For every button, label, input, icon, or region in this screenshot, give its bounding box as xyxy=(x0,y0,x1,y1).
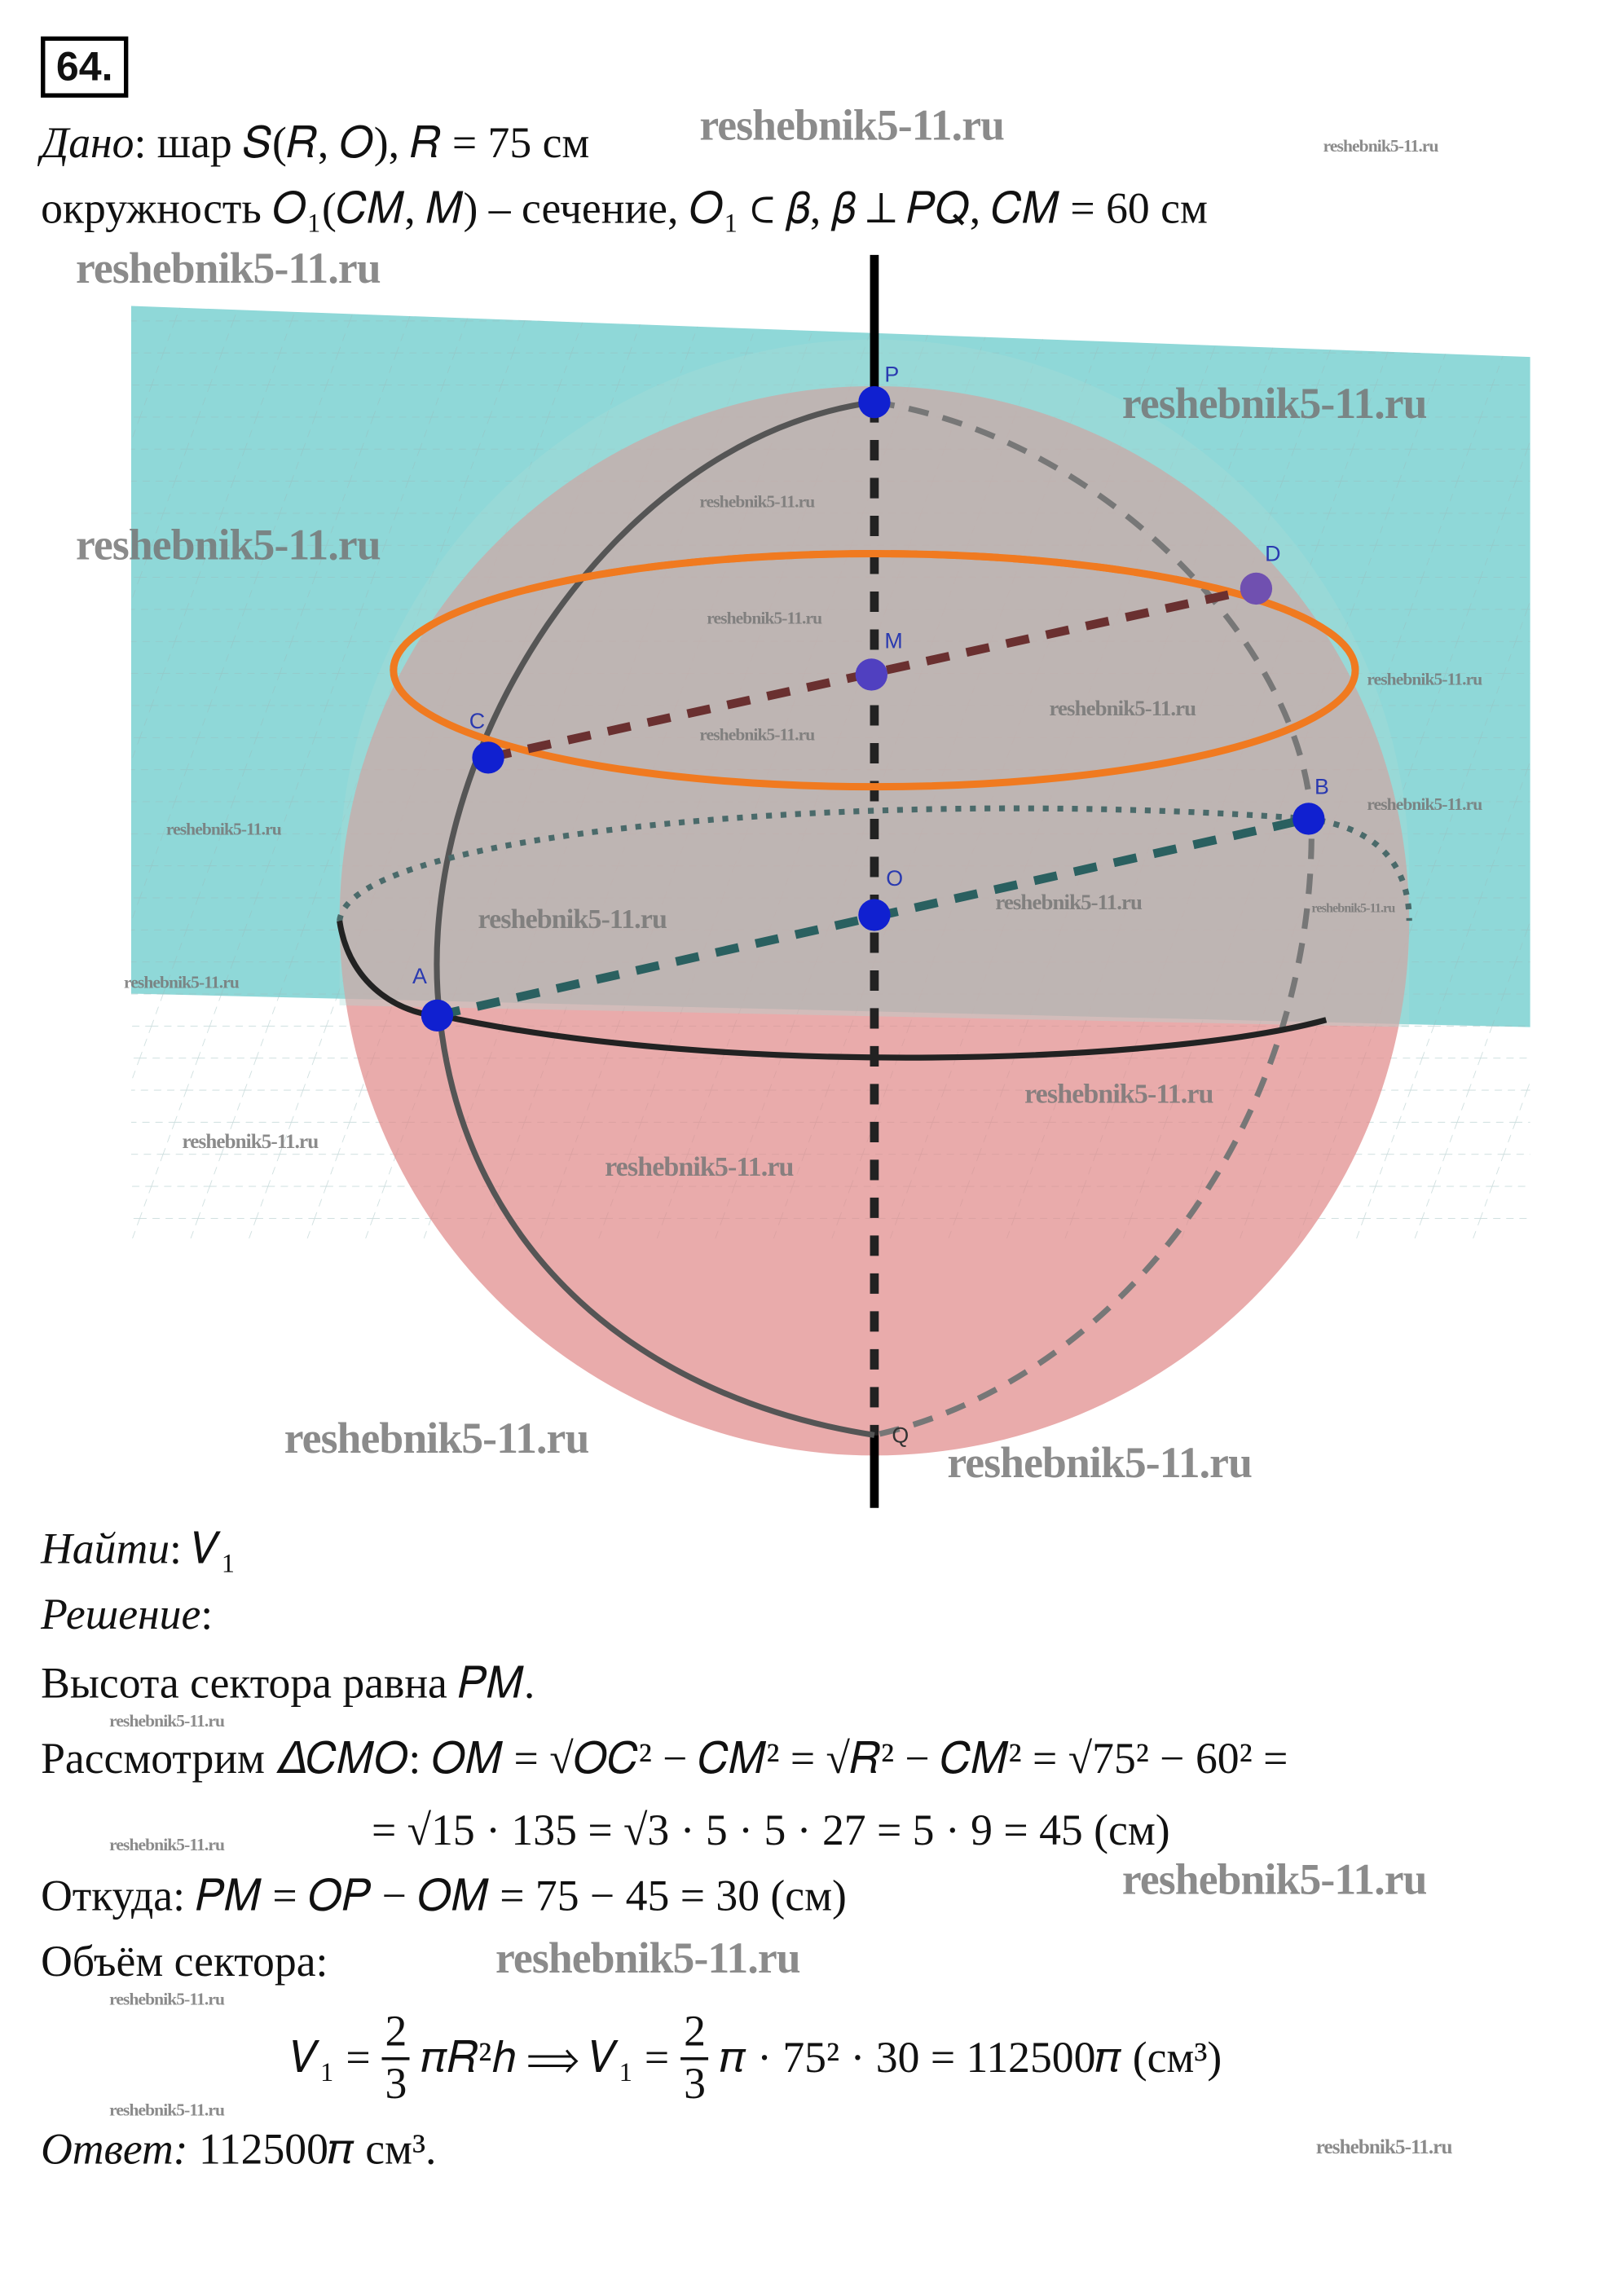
meridian-back xyxy=(874,399,1315,1438)
find-label: Найти xyxy=(41,1525,170,1574)
watermark: reshebnik5-11.ru xyxy=(699,724,815,745)
point-D xyxy=(1240,572,1273,605)
watermark: reshebnik5-11.ru xyxy=(1121,1856,1428,1905)
watermark: reshebnik5-11.ru xyxy=(109,1834,225,1855)
solution-line-5: Объём сектора: xyxy=(41,1938,328,1986)
watermark: reshebnik5-11.ru xyxy=(182,1132,319,1155)
point-M xyxy=(855,658,888,691)
equator-front xyxy=(337,920,1328,1061)
label-P: P xyxy=(884,363,899,387)
watermark: reshebnik5-11.ru xyxy=(1323,135,1439,156)
given-text-1: : шар 𝑆(𝑅, 𝑂), 𝑅 = 75 см xyxy=(134,119,590,168)
label-O: O xyxy=(886,866,903,891)
solution-heading: Решение: xyxy=(41,1591,213,1641)
watermark: reshebnik5-11.ru xyxy=(495,1934,801,1983)
watermark: reshebnik5-11.ru xyxy=(123,971,240,992)
point-P xyxy=(858,385,891,419)
point-B xyxy=(1293,803,1325,835)
watermark: reshebnik5-11.ru xyxy=(1367,668,1482,689)
given-label: Дано xyxy=(41,119,134,168)
watermark: reshebnik5-11.ru xyxy=(165,818,282,840)
watermark: reshebnik5-11.ru xyxy=(1315,2137,1453,2160)
watermark: reshebnik5-11.ru xyxy=(109,2099,225,2120)
watermark: reshebnik5-11.ru xyxy=(75,244,381,293)
section-circle-back xyxy=(390,550,1359,671)
label-D: D xyxy=(1265,541,1280,565)
label-M: M xyxy=(884,629,902,653)
watermark: reshebnik5-11.ru xyxy=(75,521,381,570)
solution-line-3: = √15 · 135 = √3 · 5 · 5 · 27 = 5 · 9 = … xyxy=(371,1806,1170,1855)
watermark: reshebnik5-11.ru xyxy=(707,607,822,628)
answer-value: 112500𝜋 см³. xyxy=(187,2125,437,2174)
frac-den-b: 3 xyxy=(684,2060,706,2109)
watermark: reshebnik5-11.ru xyxy=(1367,794,1482,815)
answer-line: Ответ: 112500𝜋 см³. xyxy=(41,2126,436,2175)
find-value: : 𝑉₁ xyxy=(170,1525,236,1574)
label-Q: Q xyxy=(892,1423,909,1447)
solution-line-1: Высота сектора равна 𝑃𝑀. xyxy=(41,1659,535,1708)
problem-number: 64. xyxy=(41,36,129,98)
formula-mid: 𝜋𝑅²ℎ ⟹ 𝑉₁ = xyxy=(421,2034,670,2083)
given-line-1: Дано: шар 𝑆(𝑅, 𝑂), 𝑅 = 75 см xyxy=(41,120,589,169)
label-C: C xyxy=(469,709,485,733)
watermark: reshebnik5-11.ru xyxy=(478,904,667,936)
watermark: reshebnik5-11.ru xyxy=(284,1414,590,1463)
frac-num: 2 xyxy=(381,2010,410,2061)
watermark: reshebnik5-11.ru xyxy=(699,490,815,512)
watermark: reshebnik5-11.ru xyxy=(1121,380,1428,429)
solution-colon: : xyxy=(200,1590,214,1639)
segment-AB xyxy=(436,814,1310,1020)
watermark: reshebnik5-11.ru xyxy=(1311,900,1395,915)
points xyxy=(421,385,1325,1032)
watermark: reshebnik5-11.ru xyxy=(109,1710,225,1731)
watermark: reshebnik5-11.ru xyxy=(995,891,1143,915)
given-line-2: окружность 𝑂₁(𝐶𝑀, 𝑀) – сечение, 𝑂₁ ⊂ 𝛽, … xyxy=(41,185,1208,234)
label-A: A xyxy=(412,964,427,988)
find-line: Найти: 𝑉₁ xyxy=(41,1525,236,1575)
equator-back xyxy=(337,805,1412,921)
watermark: reshebnik5-11.ru xyxy=(699,102,1005,151)
solution-label: Решение xyxy=(41,1590,201,1639)
solution-line-2: Рассмотрим 𝛥𝐶𝑀𝑂: 𝑂𝑀 = √𝑂𝐶² − 𝐶𝑀² = √𝑅² −… xyxy=(41,1735,1288,1784)
watermark: reshebnik5-11.ru xyxy=(109,1988,225,2009)
meridian-front xyxy=(434,398,875,1438)
watermark: reshebnik5-11.ru xyxy=(605,1152,794,1184)
watermark: reshebnik5-11.ru xyxy=(1049,697,1197,722)
point-O xyxy=(858,899,891,931)
formula-lhs: 𝑉₁ = xyxy=(291,2034,371,2083)
watermark: reshebnik5-11.ru xyxy=(1024,1080,1213,1111)
sphere-figure: P D M C B O A Q xyxy=(130,254,1530,1508)
frac-num-b: 2 xyxy=(680,2010,709,2061)
answer-label: Ответ: xyxy=(41,2125,188,2174)
label-B: B xyxy=(1315,775,1329,799)
segment-CD xyxy=(487,584,1257,763)
point-A xyxy=(421,999,454,1032)
frac-den: 3 xyxy=(385,2060,407,2109)
watermark: reshebnik5-11.ru xyxy=(947,1439,1253,1488)
point-C xyxy=(472,741,504,774)
formula-rhs: 𝜋 · 75² · 30 = 112500𝜋 (см³) xyxy=(720,2034,1222,2083)
solution-line-4: Откуда: 𝑃𝑀 = 𝑂𝑃 − 𝑂𝑀 = 75 − 45 = 30 (см) xyxy=(41,1872,847,1920)
